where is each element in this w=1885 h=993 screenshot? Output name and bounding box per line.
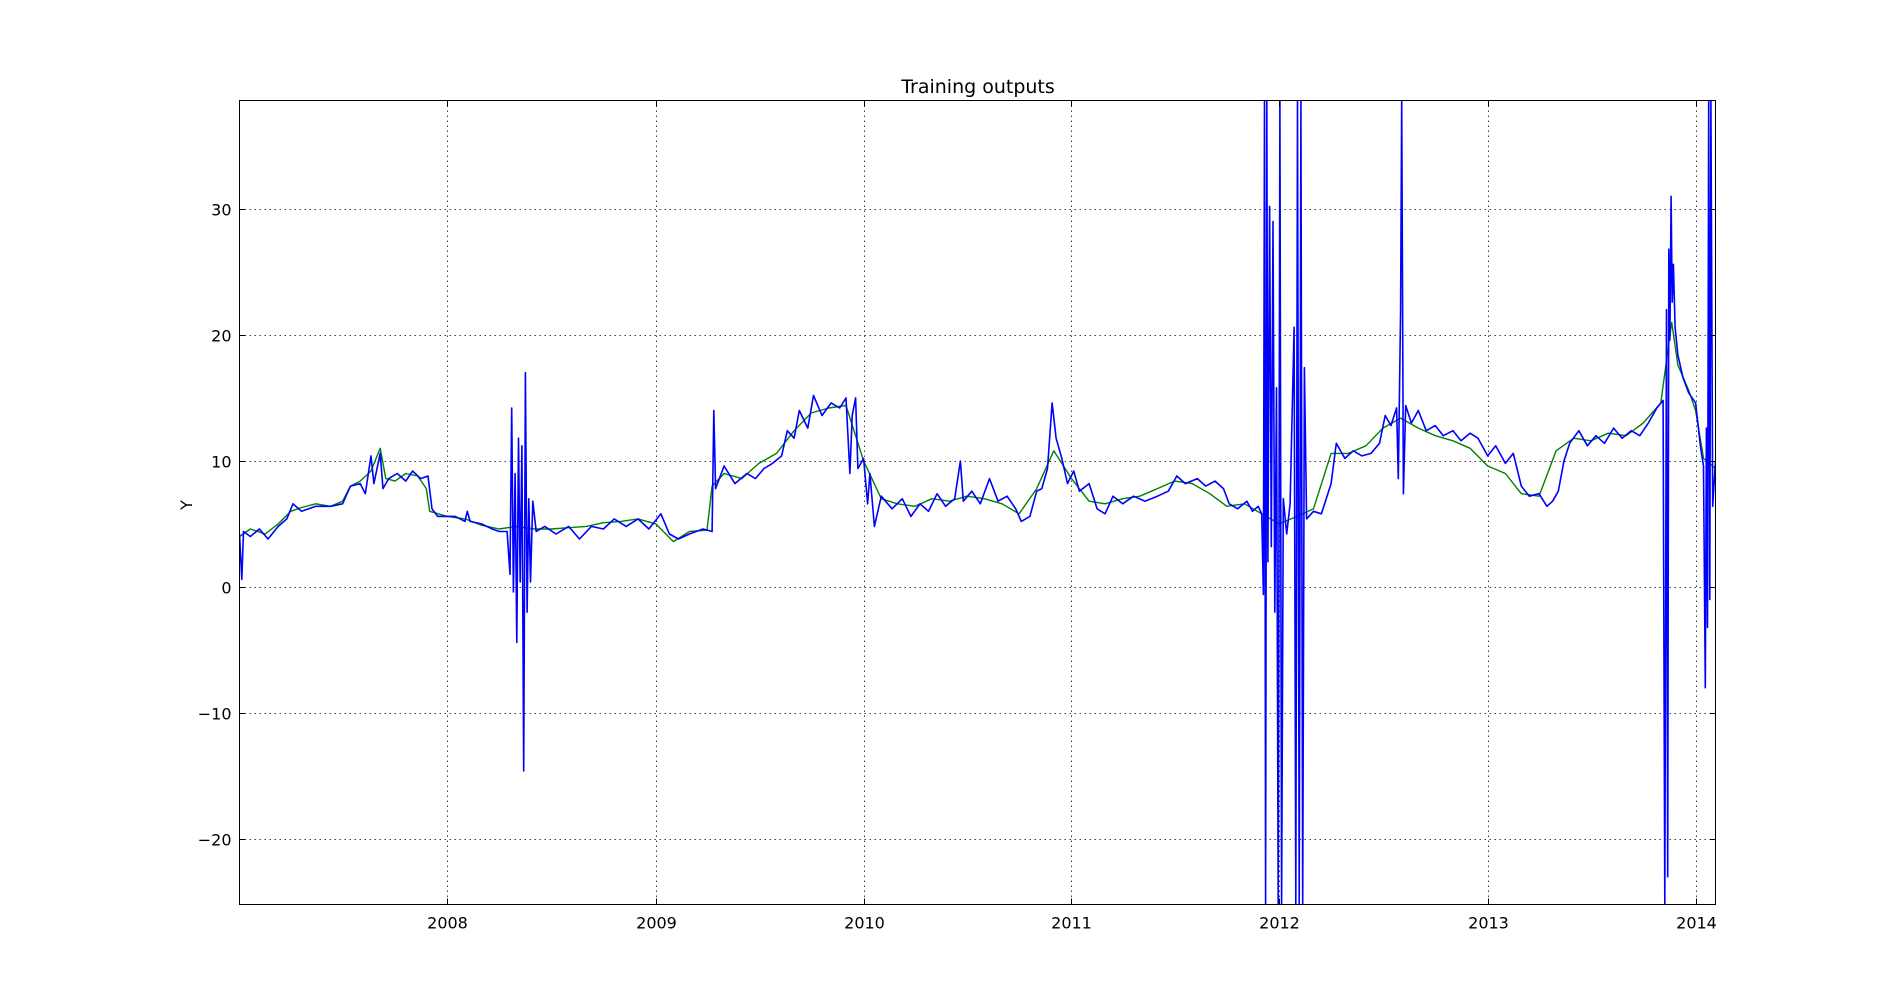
x-tick-label: 2008 — [427, 914, 468, 933]
x-tick-label: 2009 — [636, 914, 677, 933]
y-tick-label: −20 — [198, 831, 232, 850]
x-tick-label: 2011 — [1051, 914, 1092, 933]
y-tick-label: 10 — [211, 453, 231, 472]
x-tick-label: 2014 — [1676, 914, 1717, 933]
x-tick-label: 2012 — [1259, 914, 1300, 933]
x-tick-label: 2010 — [844, 914, 885, 933]
y-tick-label: 20 — [211, 327, 231, 346]
y-tick-label: 0 — [221, 579, 231, 598]
y-tick-label: 30 — [211, 201, 231, 220]
y-axis-label: Y — [177, 500, 196, 511]
chart-title: Training outputs — [900, 76, 1055, 98]
y-tick-label: −10 — [198, 705, 232, 724]
x-tick-label: 2013 — [1468, 914, 1509, 933]
